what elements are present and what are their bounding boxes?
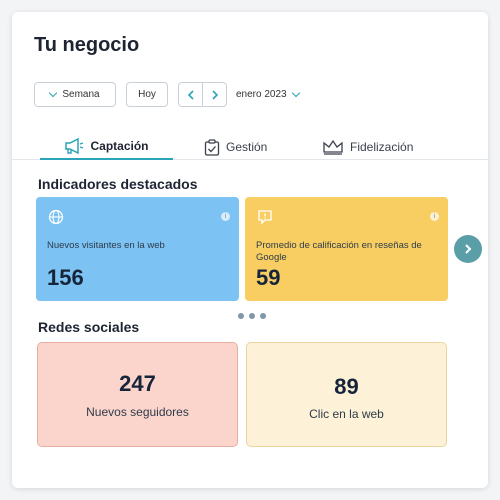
tab-fidelizacion[interactable]: Fidelización bbox=[322, 134, 413, 160]
social-card-followers[interactable]: 247 Nuevos seguidores bbox=[37, 342, 238, 447]
tab-captacion[interactable]: Captación bbox=[40, 134, 173, 160]
pagination-dot[interactable] bbox=[238, 313, 244, 319]
kpi-card-visitors[interactable]: i Nuevos visitantes en la web 156 bbox=[36, 197, 239, 301]
tab-gestion[interactable]: Gestión bbox=[204, 134, 267, 160]
review-icon bbox=[258, 210, 272, 225]
chevron-down-icon bbox=[291, 88, 300, 98]
chevron-right-icon bbox=[211, 89, 218, 100]
social-value: 247 bbox=[119, 371, 156, 396]
month-label: enero 2023 bbox=[236, 89, 287, 100]
period-dropdown[interactable]: Semana bbox=[34, 82, 116, 107]
globe-icon bbox=[48, 209, 64, 225]
social-label: Clic en la web bbox=[309, 407, 384, 421]
social-value: 89 bbox=[334, 374, 359, 399]
next-period-button[interactable] bbox=[202, 83, 226, 106]
carousel-next-button[interactable] bbox=[454, 235, 482, 263]
info-icon[interactable]: i bbox=[430, 212, 439, 221]
kpi-label: Promedio de calificación en reseñas de G… bbox=[256, 240, 422, 263]
info-icon[interactable]: i bbox=[221, 212, 230, 221]
business-dashboard-card: Tu negocio Semana Hoy enero 2023 Captaci… bbox=[12, 12, 488, 488]
pagination-dot[interactable] bbox=[249, 313, 255, 319]
megaphone-icon bbox=[65, 138, 84, 154]
month-selector[interactable]: enero 2023 bbox=[236, 82, 300, 107]
kpi-label: Nuevos visitantes en la web bbox=[47, 240, 165, 251]
crown-icon bbox=[323, 139, 343, 155]
carousel-pagination bbox=[238, 313, 266, 319]
tab-label: Captación bbox=[90, 139, 149, 153]
chevron-down-icon bbox=[49, 88, 58, 98]
kpi-value: 59 bbox=[256, 265, 281, 290]
social-label: Nuevos seguidores bbox=[86, 405, 189, 419]
tab-label: Fidelización bbox=[350, 140, 414, 154]
social-title: Redes sociales bbox=[38, 319, 140, 335]
chevron-left-icon bbox=[187, 89, 194, 100]
kpi-card-google-rating[interactable]: i Promedio de calificación en reseñas de… bbox=[245, 197, 448, 301]
pagination-dot[interactable] bbox=[260, 313, 266, 319]
social-card-web-clicks[interactable]: 89 Clic en la web bbox=[246, 342, 447, 447]
chevron-right-icon bbox=[465, 244, 472, 254]
previous-button[interactable] bbox=[179, 83, 202, 106]
kpi-value: 156 bbox=[47, 265, 84, 290]
date-navigation bbox=[178, 82, 227, 107]
tab-bar: Captación Gestión Fidelización bbox=[12, 134, 488, 160]
period-dropdown-label: Semana bbox=[62, 89, 100, 100]
tab-label: Gestión bbox=[226, 140, 268, 154]
highlights-title: Indicadores destacados bbox=[38, 176, 198, 192]
page-title: Tu negocio bbox=[34, 34, 140, 56]
today-button[interactable]: Hoy bbox=[126, 82, 168, 107]
clipboard-check-icon bbox=[204, 138, 220, 156]
